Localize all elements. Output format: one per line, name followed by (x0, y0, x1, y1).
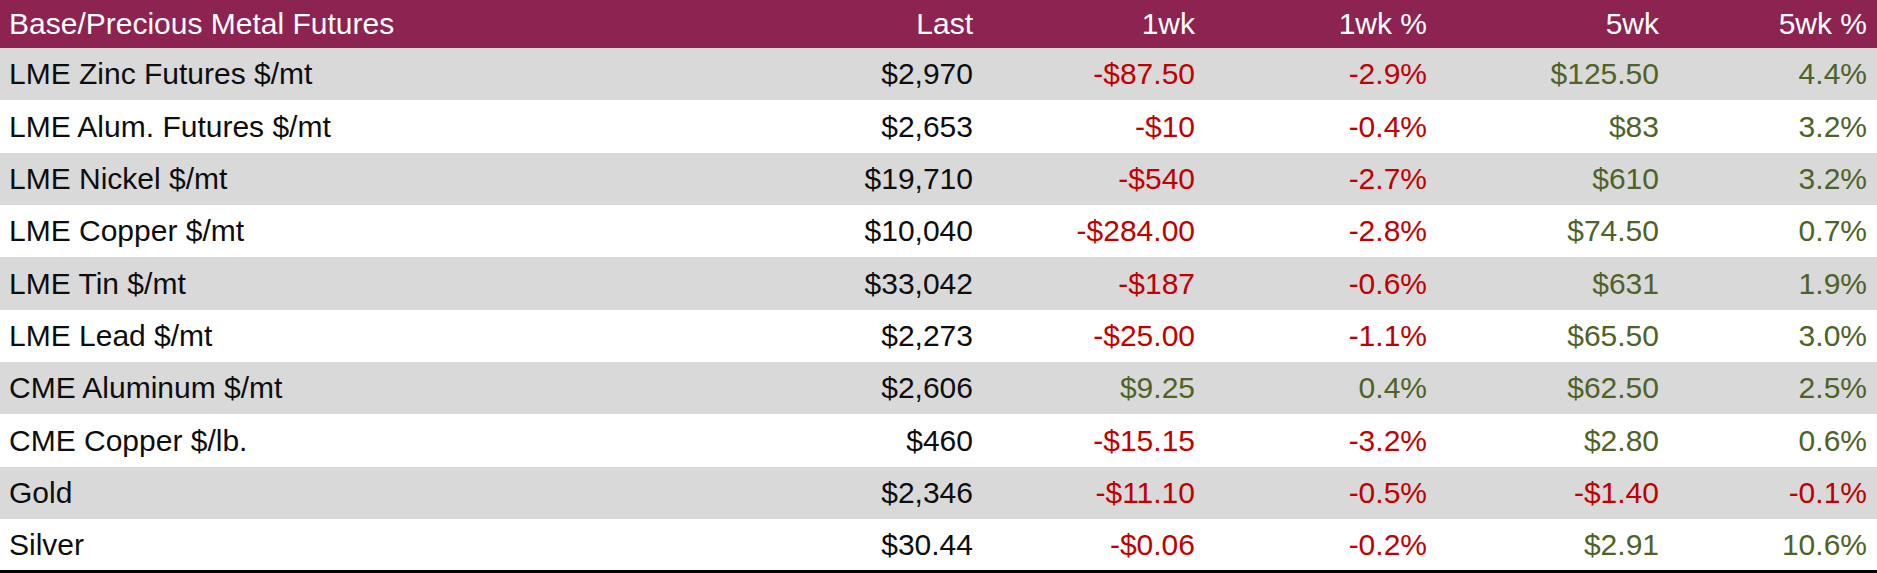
percent-5wk: 2.5% (1669, 362, 1877, 414)
change-1wk: -$10 (983, 100, 1205, 152)
change-5wk: $2.91 (1437, 519, 1669, 571)
change-1wk: -$11.10 (983, 467, 1205, 519)
percent-1wk: -3.2% (1205, 414, 1437, 466)
change-1wk: -$15.15 (983, 414, 1205, 466)
table-row: LME Tin $/mt $33,042 -$187 -0.6% $631 1.… (0, 257, 1877, 309)
percent-5wk: 1.9% (1669, 257, 1877, 309)
change-5wk: $631 (1437, 257, 1669, 309)
change-5wk: $83 (1437, 100, 1669, 152)
instrument-label: LME Zinc Futures $/mt (0, 48, 750, 100)
percent-5wk: 0.6% (1669, 414, 1877, 466)
last-price: $19,710 (750, 153, 983, 205)
percent-1wk: -0.4% (1205, 100, 1437, 152)
change-5wk: $2.80 (1437, 414, 1669, 466)
change-1wk: -$0.06 (983, 519, 1205, 571)
metal-futures-table: Base/Precious Metal Futures Last 1wk 1wk… (0, 0, 1877, 573)
percent-1wk: -2.8% (1205, 205, 1437, 257)
last-price: $30.44 (750, 519, 983, 571)
last-price: $10,040 (750, 205, 983, 257)
percent-5wk: -0.1% (1669, 467, 1877, 519)
percent-1wk: -0.6% (1205, 257, 1437, 309)
table-row: LME Copper $/mt $10,040 -$284.00 -2.8% $… (0, 205, 1877, 257)
instrument-label: Silver (0, 519, 750, 571)
instrument-label: LME Nickel $/mt (0, 153, 750, 205)
percent-1wk: -2.7% (1205, 153, 1437, 205)
column-header-1wk-pct: 1wk % (1205, 0, 1437, 48)
change-1wk: -$87.50 (983, 48, 1205, 100)
table-row: LME Zinc Futures $/mt $2,970 -$87.50 -2.… (0, 48, 1877, 100)
change-5wk: $74.50 (1437, 205, 1669, 257)
percent-5wk: 3.2% (1669, 153, 1877, 205)
table-row: CME Aluminum $/mt $2,606 $9.25 0.4% $62.… (0, 362, 1877, 414)
instrument-label: LME Tin $/mt (0, 257, 750, 309)
percent-5wk: 3.2% (1669, 100, 1877, 152)
change-5wk: $62.50 (1437, 362, 1669, 414)
last-price: $460 (750, 414, 983, 466)
instrument-label: Gold (0, 467, 750, 519)
table-row: LME Alum. Futures $/mt $2,653 -$10 -0.4%… (0, 100, 1877, 152)
table-row: LME Nickel $/mt $19,710 -$540 -2.7% $610… (0, 153, 1877, 205)
column-header-5wk-pct: 5wk % (1669, 0, 1877, 48)
percent-5wk: 10.6% (1669, 519, 1877, 571)
column-header-1wk: 1wk (983, 0, 1205, 48)
table-row: LME Lead $/mt $2,273 -$25.00 -1.1% $65.5… (0, 310, 1877, 362)
instrument-label: LME Alum. Futures $/mt (0, 100, 750, 152)
percent-1wk: -1.1% (1205, 310, 1437, 362)
change-5wk: $65.50 (1437, 310, 1669, 362)
column-header-last: Last (750, 0, 983, 48)
table-title-header: Base/Precious Metal Futures (0, 0, 750, 48)
instrument-label: LME Lead $/mt (0, 310, 750, 362)
change-5wk: -$1.40 (1437, 467, 1669, 519)
table-row: CME Copper $/lb. $460 -$15.15 -3.2% $2.8… (0, 414, 1877, 466)
header-row: Base/Precious Metal Futures Last 1wk 1wk… (0, 0, 1877, 48)
change-5wk: $125.50 (1437, 48, 1669, 100)
percent-1wk: -2.9% (1205, 48, 1437, 100)
table-row: Gold $2,346 -$11.10 -0.5% -$1.40 -0.1% (0, 467, 1877, 519)
change-1wk: $9.25 (983, 362, 1205, 414)
last-price: $33,042 (750, 257, 983, 309)
percent-1wk: -0.2% (1205, 519, 1437, 571)
last-price: $2,346 (750, 467, 983, 519)
percent-1wk: -0.5% (1205, 467, 1437, 519)
change-1wk: -$540 (983, 153, 1205, 205)
change-1wk: -$25.00 (983, 310, 1205, 362)
percent-5wk: 3.0% (1669, 310, 1877, 362)
last-price: $2,273 (750, 310, 983, 362)
last-price: $2,970 (750, 48, 983, 100)
change-5wk: $610 (1437, 153, 1669, 205)
last-price: $2,653 (750, 100, 983, 152)
percent-5wk: 4.4% (1669, 48, 1877, 100)
percent-5wk: 0.7% (1669, 205, 1877, 257)
table-row: Silver $30.44 -$0.06 -0.2% $2.91 10.6% (0, 519, 1877, 571)
percent-1wk: 0.4% (1205, 362, 1437, 414)
change-1wk: -$284.00 (983, 205, 1205, 257)
instrument-label: CME Copper $/lb. (0, 414, 750, 466)
last-price: $2,606 (750, 362, 983, 414)
column-header-5wk: 5wk (1437, 0, 1669, 48)
instrument-label: CME Aluminum $/mt (0, 362, 750, 414)
change-1wk: -$187 (983, 257, 1205, 309)
instrument-label: LME Copper $/mt (0, 205, 750, 257)
